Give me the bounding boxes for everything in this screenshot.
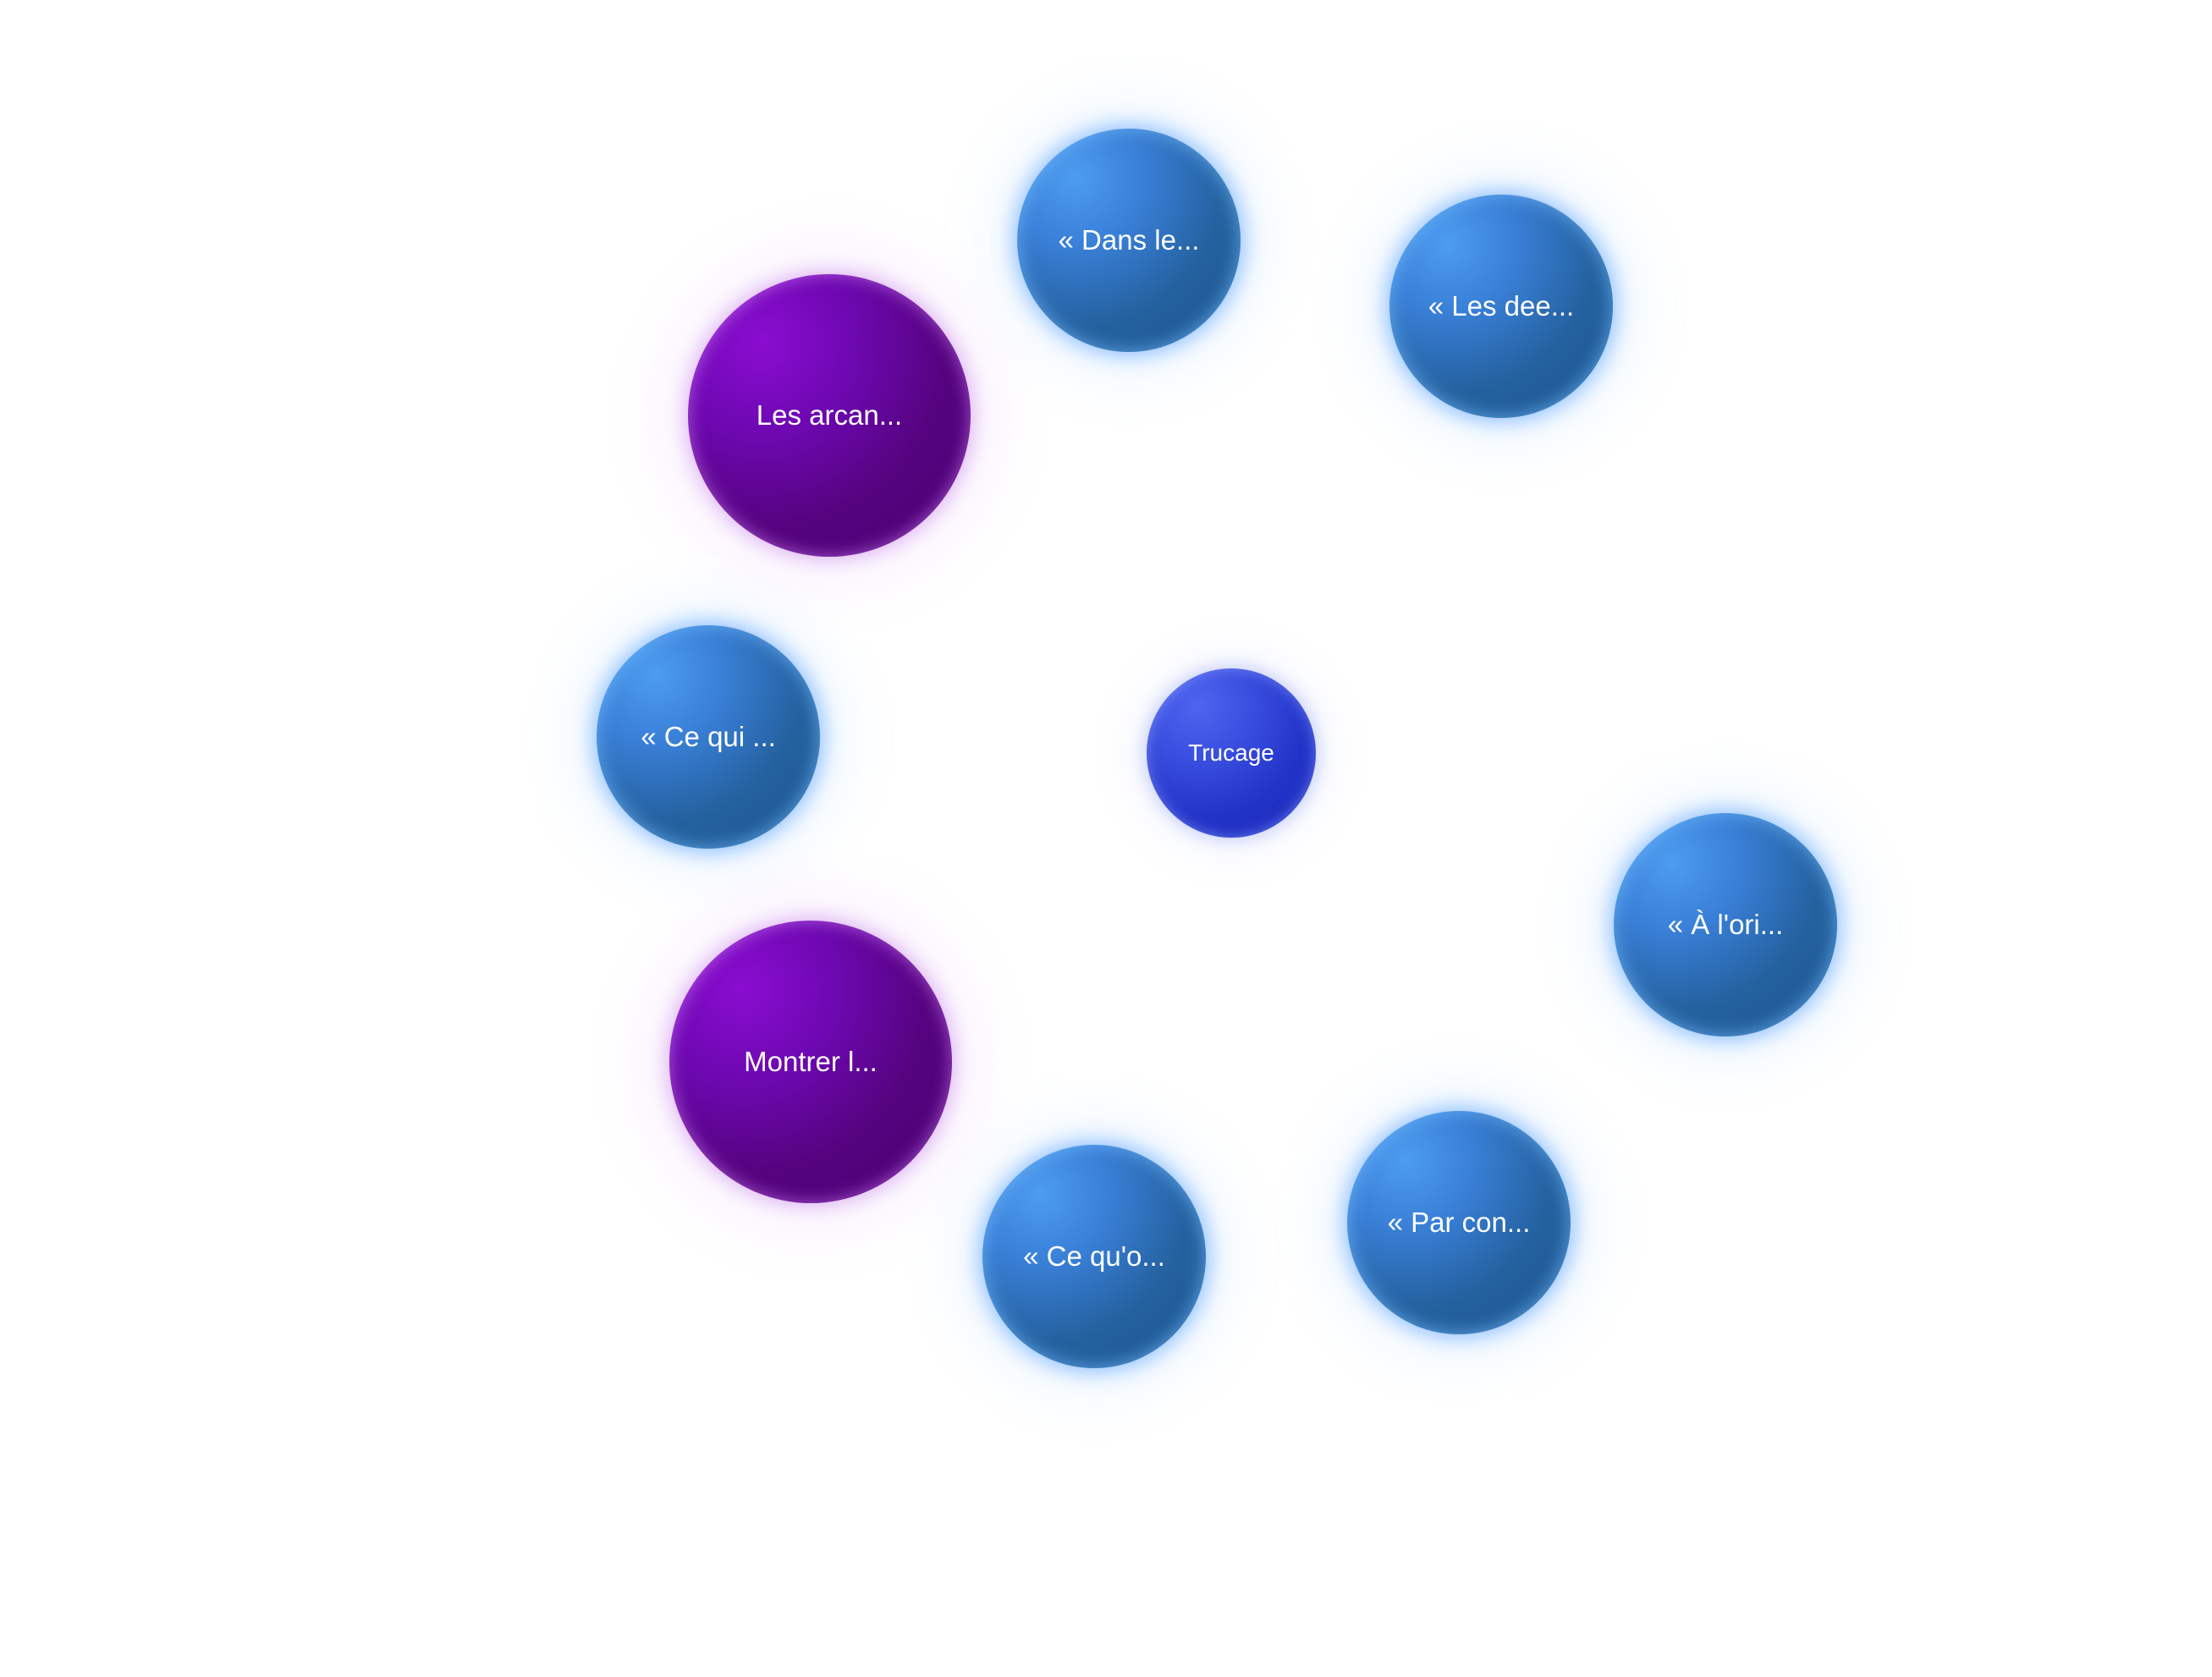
node-label: « Ce qu'o... (1023, 1240, 1165, 1272)
node-par-con[interactable]: « Par con... (1347, 1111, 1571, 1334)
node-a-l-ori[interactable]: « À l'ori... (1614, 813, 1837, 1036)
center-node-label: Trucage (1188, 740, 1274, 766)
node-les-dee[interactable]: « Les dee... (1389, 195, 1613, 418)
node-les-arcan[interactable]: Les arcan... (688, 274, 971, 557)
node-center-trucage[interactable]: Trucage (1147, 668, 1316, 838)
node-label: « Par con... (1387, 1207, 1531, 1238)
node-label: Les arcan... (756, 399, 903, 431)
node-label: « Dans le... (1058, 224, 1200, 256)
node-label: « À l'ori... (1667, 909, 1784, 940)
node-ce-qui[interactable]: « Ce qui ... (597, 625, 820, 849)
node-label: Montrer l... (744, 1046, 878, 1077)
node-label: « Les dee... (1428, 290, 1575, 322)
node-label: « Ce qui ... (641, 721, 776, 752)
node-montrer-l[interactable]: Montrer l... (669, 921, 952, 1203)
node-ce-qu-o[interactable]: « Ce qu'o... (982, 1145, 1206, 1368)
node-dans-le[interactable]: « Dans le... (1017, 129, 1241, 352)
